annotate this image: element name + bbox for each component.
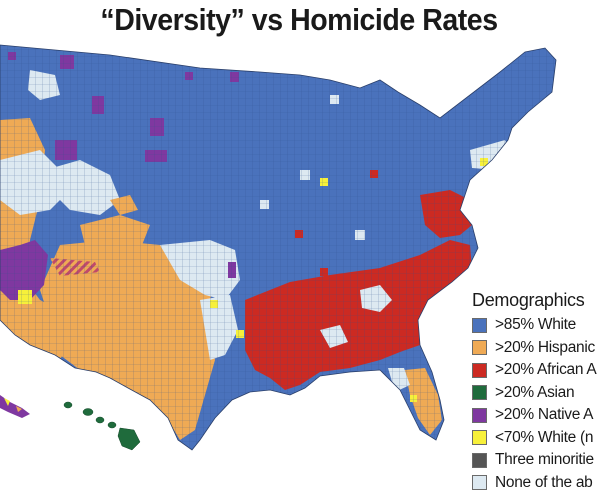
legend-swatch <box>472 475 487 490</box>
legend-label: None of the ab <box>495 474 593 492</box>
legend-swatch <box>472 453 487 468</box>
legend-item-native-american: >20% Native A <box>472 404 598 427</box>
legend-item-three-minorities: Three minoritie <box>472 449 598 472</box>
legend-label: >20% Native A <box>495 406 593 424</box>
legend-label: Three minoritie <box>495 451 594 469</box>
legend: Demographics >85% White >20% Hispanic >2… <box>472 290 598 494</box>
legend-label: <70% White (n <box>495 429 593 447</box>
page-title: “Diversity” vs Homicide Rates <box>24 2 574 38</box>
legend-title: Demographics <box>472 290 598 311</box>
legend-swatch <box>472 430 487 445</box>
legend-swatch <box>472 385 487 400</box>
legend-item-hispanic: >20% Hispanic <box>472 337 598 360</box>
legend-item-asian: >20% Asian <box>472 382 598 405</box>
legend-swatch <box>472 363 487 378</box>
legend-swatch <box>472 340 487 355</box>
legend-item-african-american: >20% African A <box>472 359 598 382</box>
legend-label: >85% White <box>495 316 576 334</box>
legend-label: >20% African A <box>495 361 596 379</box>
legend-item-white: >85% White <box>472 314 598 337</box>
legend-item-under-70-white: <70% White (n <box>472 427 598 450</box>
legend-label: >20% Asian <box>495 384 574 402</box>
legend-item-none: None of the ab <box>472 472 598 494</box>
legend-swatch <box>472 408 487 423</box>
legend-label: >20% Hispanic <box>495 339 595 357</box>
legend-swatch <box>472 318 487 333</box>
